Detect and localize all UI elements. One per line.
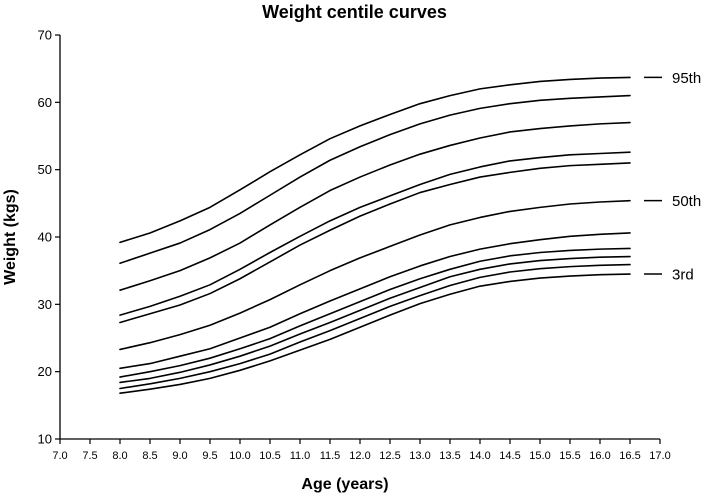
x-tick-label: 14.0 [469,450,490,462]
y-tick-label: 20 [38,364,52,379]
y-tick-label: 70 [38,28,52,43]
x-tick-label: 11.0 [290,450,311,462]
y-axis-title: Weight (kgs) [2,189,19,285]
x-tick-label: 9.5 [202,450,217,462]
centile-line-6 [119,199,631,351]
centile-line-4 [119,151,631,316]
x-axis-title: Age (years) [301,476,388,493]
x-tick-label: 7.0 [52,450,67,462]
x-tick-label: 15.5 [559,450,580,462]
chart-title: Weight centile curves [262,2,447,22]
x-tick-label: 12.5 [379,450,400,462]
x-tick-label: 13.0 [409,450,430,462]
y-tick-label: 30 [38,297,52,312]
y-tick-label: 10 [38,432,52,447]
x-tick-label: 11.5 [320,450,341,462]
centile-label: 50th [672,193,701,210]
y-axis-ticks: 10 20 30 40 50 60 70 [38,28,60,447]
x-tick-label: 13.5 [439,450,460,462]
centile-label: 95th [672,70,701,87]
x-axis-ticks: 7.0 7.5 8.0 8.5 9.0 9.5 10.0 10.5 11.0 11.5 12.0 12… [52,439,671,462]
centile-line-8 [119,247,631,378]
centile-line-2 [119,94,631,265]
centile-line-1 [119,76,631,244]
centile-line-9 [119,255,631,384]
centile-labels: 95th 50th 3rd [644,70,701,284]
x-tick-label: 8.5 [142,450,157,462]
x-tick-label: 16.0 [589,450,610,462]
centile-label: 3rd [672,267,694,284]
x-tick-label: 15.0 [529,450,550,462]
x-tick-label: 12.0 [349,450,370,462]
y-tick-label: 50 [38,162,52,177]
centile-line-10 [119,263,631,390]
x-tick-label: 10.5 [259,450,280,462]
centile-line-7 [119,232,631,370]
centile-line-5 [119,162,631,324]
centile-line-3 [119,121,631,291]
centile-line-11 [119,273,631,395]
x-tick-label: 9.0 [172,450,187,462]
x-tick-label: 8.0 [112,450,127,462]
y-tick-label: 40 [38,230,52,245]
y-tick-label: 60 [38,95,52,110]
axes: 7.0 7.5 8.0 8.5 9.0 9.5 10.0 10.5 11.0 11.5 12.0 12… [38,28,671,463]
x-tick-label: 10.0 [229,450,250,462]
x-tick-label: 16.5 [619,450,640,462]
x-tick-label: 14.5 [499,450,520,462]
x-tick-label: 7.5 [82,450,97,462]
x-tick-label: 17.0 [649,450,670,462]
series-lines [119,76,631,395]
